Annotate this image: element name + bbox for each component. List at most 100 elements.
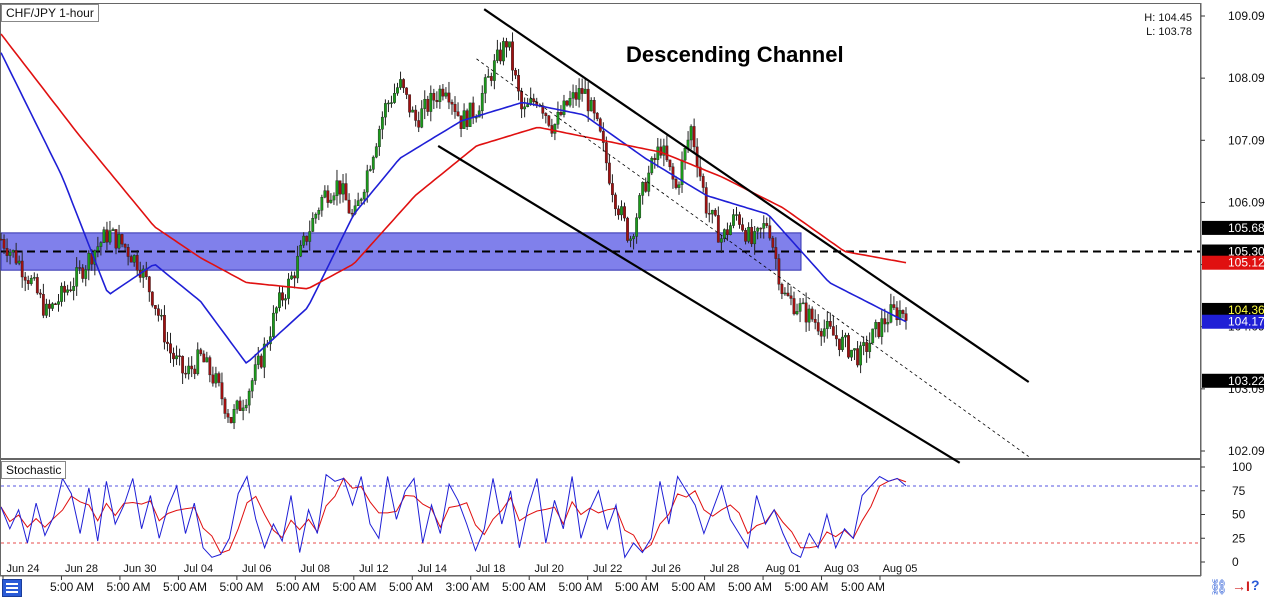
candle-body xyxy=(259,355,263,368)
date-tick-label: Aug 01 xyxy=(766,563,801,575)
candle-body xyxy=(302,235,306,246)
candle-body xyxy=(54,303,57,305)
candle-body xyxy=(838,338,841,350)
candle-body xyxy=(220,382,224,400)
low-readout: L: 103.78 xyxy=(1146,26,1192,38)
candle-body xyxy=(383,103,387,118)
candle-body xyxy=(822,328,826,337)
candle-body xyxy=(607,162,611,184)
stochastic-label: Stochastic xyxy=(1,461,67,479)
stoch-tick-label: 75 xyxy=(1232,484,1246,498)
candle-body xyxy=(75,267,79,287)
candle-body xyxy=(753,231,757,245)
goto-end-icon[interactable]: →I xyxy=(1232,578,1250,594)
candle-body xyxy=(344,183,348,201)
menu-icon[interactable] xyxy=(2,579,22,597)
candle-body xyxy=(571,92,575,99)
candle-body xyxy=(187,365,191,375)
candle-body xyxy=(841,336,844,350)
candle-body xyxy=(420,108,424,128)
candle-body xyxy=(211,374,215,384)
time-of-day-label: 5:00 AM xyxy=(220,580,264,594)
support-resistance-zone-layer xyxy=(0,232,1200,271)
candle-body xyxy=(347,199,351,214)
candle-body xyxy=(865,342,869,352)
candle-body xyxy=(532,98,536,103)
help-icon[interactable]: ? xyxy=(1251,577,1260,593)
candle-body xyxy=(163,314,166,343)
price-badge-label: 103.22 xyxy=(1228,374,1265,388)
candle-body xyxy=(798,303,802,312)
candle-body xyxy=(792,298,796,315)
candle-body xyxy=(486,76,490,78)
candle-body xyxy=(314,214,318,219)
candle-body xyxy=(662,145,666,156)
candle-body xyxy=(898,310,902,321)
candle-body xyxy=(874,322,878,330)
candle-body xyxy=(235,400,239,410)
candle-body xyxy=(238,400,242,411)
date-tick-label: Jun 24 xyxy=(6,563,39,575)
candle-body xyxy=(193,368,197,375)
candle-body xyxy=(810,308,814,320)
candle-body xyxy=(153,305,157,309)
candle-body xyxy=(577,88,581,100)
candle-body xyxy=(308,231,312,242)
link-icon[interactable]: ⛓ xyxy=(1209,579,1229,596)
candle-body xyxy=(296,255,300,279)
candle-body xyxy=(526,104,530,108)
candle-body xyxy=(701,176,705,188)
candle-body xyxy=(698,166,702,177)
price-tick-label: 102.09 xyxy=(1228,444,1265,458)
candle-body xyxy=(738,214,741,225)
candle-body xyxy=(69,289,73,291)
candle-body xyxy=(135,255,139,271)
candle-body xyxy=(653,157,657,160)
candle-body xyxy=(417,120,421,128)
candle-body xyxy=(341,183,345,195)
candle-body xyxy=(747,226,751,242)
candle-body xyxy=(368,169,372,171)
candle-body xyxy=(241,407,245,411)
candle-body xyxy=(126,247,130,257)
candle-body xyxy=(589,100,593,112)
candle-body xyxy=(390,102,393,104)
candle-body xyxy=(623,206,626,219)
candle-body xyxy=(226,413,230,418)
candle-body xyxy=(807,308,811,323)
time-of-day-label: 5:00 AM xyxy=(50,580,94,594)
candle-body xyxy=(120,234,124,245)
candle-body xyxy=(411,109,415,113)
candle-body xyxy=(81,267,85,279)
price-tick-label: 106.09 xyxy=(1228,195,1265,209)
candle-body xyxy=(387,102,390,105)
date-tick-label: Aug 03 xyxy=(824,563,859,575)
candle-body xyxy=(665,145,669,161)
time-of-day-label: 5:00 AM xyxy=(728,580,772,594)
candle-body xyxy=(704,187,708,214)
candle-body xyxy=(199,349,203,355)
date-tick-label: Jun 28 xyxy=(65,563,98,575)
candle-body xyxy=(84,269,88,279)
date-tick-label: Jul 28 xyxy=(710,563,739,575)
time-of-day-label: 5:00 AM xyxy=(163,580,207,594)
candle-body xyxy=(26,280,30,284)
time-of-day-label: 5:00 AM xyxy=(107,580,151,594)
candle-body xyxy=(729,225,732,235)
candle-body xyxy=(514,70,517,76)
candle-body xyxy=(562,100,566,115)
candle-body xyxy=(868,342,872,352)
candle-body xyxy=(78,267,82,269)
candle-body xyxy=(17,260,21,264)
candle-body xyxy=(844,335,847,338)
candle-body xyxy=(284,298,287,301)
candle-body xyxy=(429,92,433,112)
candle-body xyxy=(780,284,784,294)
high-low-readout: H: 104.45 L: 103.78 xyxy=(1130,11,1192,39)
candle-body xyxy=(5,248,9,256)
candle-body xyxy=(859,345,862,366)
candle-body xyxy=(732,214,735,226)
candle-body xyxy=(877,322,881,337)
candle-body xyxy=(426,99,430,112)
